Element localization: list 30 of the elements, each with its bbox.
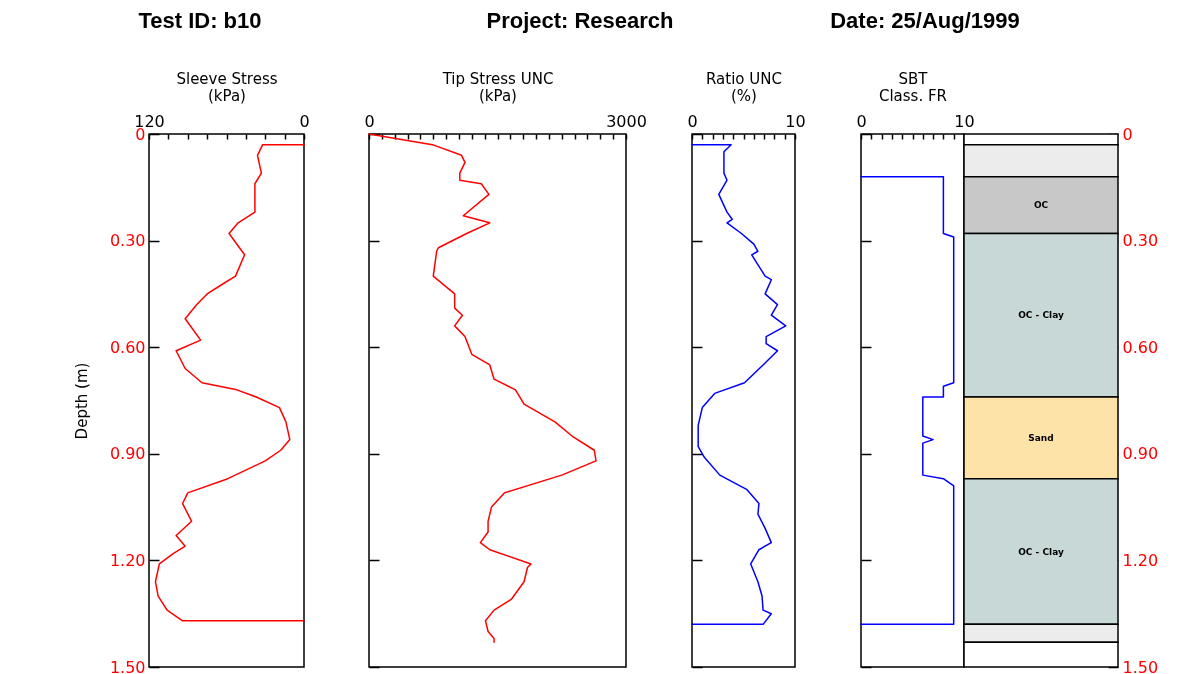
series-label: OC - Clay	[1018, 310, 1064, 321]
x-tick-label: 0	[364, 111, 375, 131]
y-axis-title: Depth (m)	[72, 362, 91, 440]
x-tick-label: 0	[687, 111, 698, 131]
x-axis-title: Sleeve Stress (kPa)	[176, 69, 278, 105]
x-axis-title: Tip Stress UNC (kPa)	[441, 69, 554, 105]
x-tick-label: 0	[299, 111, 310, 131]
x-axis-title: SBT Class. FR	[878, 69, 948, 105]
y-tick-label: 0	[1122, 124, 1133, 144]
x-tick-label: 0	[856, 111, 867, 131]
y-tick-label: 1.20	[109, 550, 146, 570]
y-tick-label: 1.20	[1122, 550, 1159, 570]
x-tick-label: 10	[785, 111, 806, 131]
y-tick-label: 0.30	[1122, 231, 1159, 251]
x-tick-label: 3000	[606, 111, 647, 131]
text: Date: 25/Aug/1999	[830, 8, 1020, 34]
series-label: OC - Clay	[1018, 546, 1064, 557]
x-tick-label: 10	[954, 111, 975, 131]
series-label: OC	[1033, 200, 1049, 211]
y-tick-label: 0.90	[109, 444, 146, 464]
y-tick-label: 0.60	[109, 337, 146, 357]
x-axis-title: Ratio UNC (%)	[706, 69, 782, 105]
y-tick-label: 0.60	[1122, 337, 1159, 357]
y-tick-label: 1.50	[1122, 657, 1159, 674]
text: Test ID: b10	[138, 8, 262, 34]
y-tick-label: 0.30	[109, 231, 146, 251]
text: Project: Research	[486, 8, 674, 34]
y-tick-label: 0.90	[1122, 444, 1159, 464]
y-tick-label: 1.50	[109, 657, 146, 674]
series-label: Sand	[1028, 432, 1054, 443]
